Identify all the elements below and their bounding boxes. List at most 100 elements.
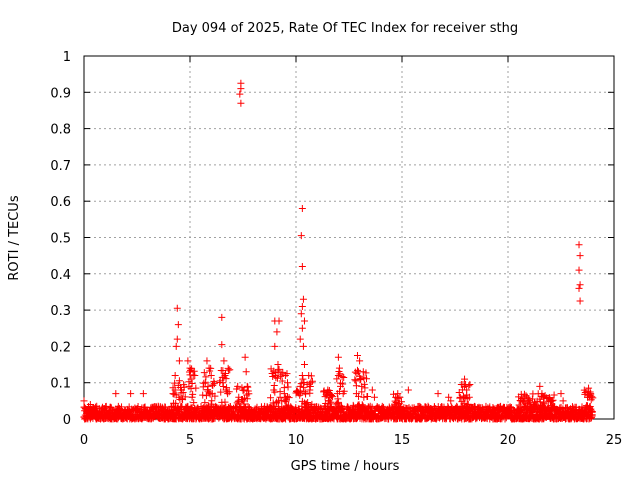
x-tick-label: 10 bbox=[288, 433, 305, 448]
data-point bbox=[305, 407, 313, 415]
chart-title: Day 094 of 2025, Rate Of TEC Index for r… bbox=[172, 21, 518, 36]
data-point bbox=[298, 302, 306, 310]
x-tick-label: 20 bbox=[500, 433, 517, 448]
data-point bbox=[203, 386, 211, 394]
data-point bbox=[335, 364, 343, 372]
data-point bbox=[283, 370, 291, 378]
data-point bbox=[284, 383, 292, 391]
data-point bbox=[236, 406, 244, 414]
data-point bbox=[184, 407, 192, 415]
data-point bbox=[243, 382, 251, 390]
y-tick-label: 0.5 bbox=[50, 232, 71, 247]
data-point bbox=[300, 361, 308, 369]
data-point bbox=[297, 310, 305, 318]
data-point bbox=[273, 328, 281, 336]
data-point bbox=[308, 377, 316, 385]
data-point bbox=[359, 402, 367, 410]
data-point bbox=[306, 383, 314, 391]
data-point bbox=[308, 400, 316, 408]
data-point bbox=[334, 371, 342, 379]
data-point bbox=[585, 384, 593, 392]
data-point bbox=[357, 408, 365, 416]
data-point bbox=[240, 400, 248, 408]
data-point bbox=[394, 390, 402, 398]
data-point bbox=[173, 335, 181, 343]
data-point bbox=[209, 381, 217, 389]
data-point bbox=[284, 393, 292, 401]
data-point bbox=[297, 232, 305, 240]
data-point bbox=[205, 364, 213, 372]
data-point bbox=[464, 401, 472, 409]
data-point bbox=[523, 407, 531, 415]
data-point bbox=[333, 390, 341, 398]
data-point bbox=[172, 342, 180, 350]
data-point bbox=[275, 365, 283, 373]
x-axis-label: GPS time / hours bbox=[291, 459, 400, 474]
data-point bbox=[404, 386, 412, 394]
data-point bbox=[542, 406, 550, 414]
data-point bbox=[358, 401, 366, 409]
data-point bbox=[208, 390, 216, 398]
data-point bbox=[280, 390, 288, 398]
data-point bbox=[338, 402, 346, 410]
data-point bbox=[396, 403, 404, 411]
data-point bbox=[276, 407, 284, 415]
data-point bbox=[224, 364, 232, 372]
data-point bbox=[204, 382, 212, 390]
data-point bbox=[299, 295, 307, 303]
y-tick-label: 0.9 bbox=[50, 86, 71, 101]
y-axis-label: ROTI / TECUs bbox=[7, 195, 22, 280]
data-point bbox=[270, 386, 278, 394]
data-point bbox=[221, 398, 229, 406]
data-point bbox=[190, 367, 198, 375]
data-point bbox=[340, 387, 348, 395]
data-point bbox=[275, 317, 283, 325]
y-tick-label: 0.4 bbox=[50, 268, 71, 283]
data-point bbox=[219, 382, 227, 390]
data-point bbox=[239, 397, 247, 405]
data-point bbox=[462, 406, 470, 414]
data-point bbox=[546, 397, 554, 405]
data-point bbox=[190, 399, 198, 407]
data-point bbox=[218, 341, 226, 349]
data-point bbox=[186, 364, 194, 372]
data-point bbox=[370, 393, 378, 401]
data-point bbox=[237, 85, 245, 93]
data-point bbox=[337, 382, 345, 390]
data-point bbox=[285, 401, 293, 409]
data-point bbox=[172, 399, 180, 407]
data-point bbox=[379, 405, 387, 413]
y-tick-label: 0.6 bbox=[50, 195, 71, 210]
data-point bbox=[587, 390, 595, 398]
data-point bbox=[242, 368, 250, 376]
data-point bbox=[330, 407, 338, 415]
data-point bbox=[462, 381, 470, 389]
data-point bbox=[364, 392, 372, 400]
data-point bbox=[188, 393, 196, 401]
data-point bbox=[357, 375, 365, 383]
data-point bbox=[200, 369, 208, 377]
data-point bbox=[284, 379, 292, 387]
data-point bbox=[209, 403, 217, 411]
data-point bbox=[397, 398, 405, 406]
data-point bbox=[220, 357, 228, 365]
data-point bbox=[242, 404, 250, 412]
y-tick-label: 0.2 bbox=[50, 340, 71, 355]
data-point bbox=[240, 386, 248, 394]
data-point bbox=[578, 403, 586, 411]
data-point bbox=[200, 379, 208, 387]
data-point bbox=[245, 390, 253, 398]
data-point bbox=[218, 313, 226, 321]
data-point bbox=[588, 407, 596, 415]
data-point bbox=[445, 393, 453, 401]
data-point bbox=[356, 357, 364, 365]
data-point bbox=[337, 403, 345, 411]
data-point bbox=[184, 357, 192, 365]
data-point bbox=[575, 284, 583, 292]
data-point bbox=[188, 379, 196, 387]
data-point bbox=[540, 400, 548, 408]
data-point bbox=[296, 382, 304, 390]
data-point bbox=[307, 379, 315, 387]
data-point bbox=[93, 402, 101, 410]
data-point bbox=[338, 373, 346, 381]
